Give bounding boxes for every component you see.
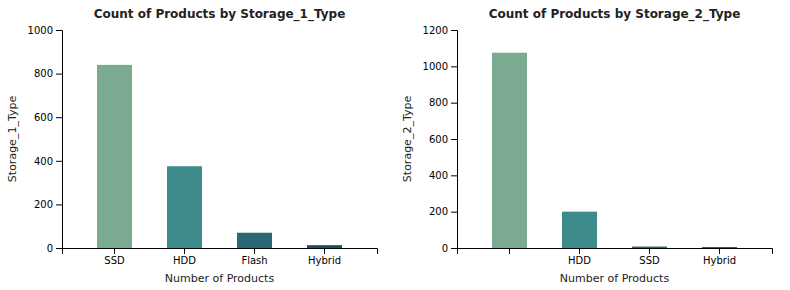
y-tick: 600 bbox=[429, 134, 457, 145]
y-tick-mark bbox=[56, 30, 62, 31]
bar bbox=[237, 233, 272, 248]
x-tick-mark bbox=[184, 248, 185, 254]
x-tick-mark bbox=[254, 248, 255, 254]
x-axis: HDD SSD Hybrid bbox=[458, 248, 773, 266]
panel: HDD SSD Hybrid 0 200 400 600 800 1000 1200 Count o… bbox=[401, 7, 773, 285]
y-tick: 1000 bbox=[28, 25, 62, 36]
x-tick-label: SSD bbox=[104, 255, 125, 266]
x-tick: SSD bbox=[639, 248, 660, 266]
y-tick-mark bbox=[56, 161, 62, 162]
figure: SSD HDD Flash Hybrid 0 200 400 600 800 1000 Count … bbox=[0, 0, 790, 290]
y-tick-mark bbox=[451, 175, 457, 176]
title: Count of Products by Storage_1_Type bbox=[94, 7, 346, 22]
x-axis: SSD HDD Flash Hybrid bbox=[63, 248, 378, 266]
x-tick-label: HDD bbox=[173, 255, 196, 266]
y-tick-mark bbox=[56, 117, 62, 118]
title: Count of Products by Storage_2_Type bbox=[489, 7, 741, 22]
x-tick-label: Hybrid bbox=[703, 255, 736, 266]
y-tick: 400 bbox=[429, 170, 457, 181]
y-tick: 200 bbox=[34, 199, 62, 210]
y-tick-label: 600 bbox=[34, 112, 53, 123]
x-tick: HDD bbox=[568, 248, 591, 266]
x-tick-label: SSD bbox=[639, 255, 660, 266]
y-tick: 1200 bbox=[423, 25, 457, 36]
y-axis-line bbox=[56, 31, 63, 249]
y-tick-mark bbox=[451, 30, 457, 31]
x-tick bbox=[509, 248, 510, 254]
x-tick: HDD bbox=[173, 248, 196, 266]
y-tick: 800 bbox=[429, 97, 457, 108]
y-tick: 600 bbox=[34, 112, 62, 123]
y-axis-title: Storage_1_Type bbox=[6, 96, 19, 183]
bar bbox=[702, 247, 737, 248]
x-tick: Hybrid bbox=[703, 248, 736, 266]
y-tick-label: 1000 bbox=[28, 25, 53, 36]
x-axis-line bbox=[458, 249, 773, 255]
x-tick-mark bbox=[509, 248, 510, 254]
x-tick-label: Flash bbox=[241, 255, 267, 266]
y-tick-label: 1000 bbox=[423, 61, 448, 72]
bars bbox=[492, 53, 737, 248]
y-axis: 0 200 400 600 800 1000 1200 bbox=[423, 25, 458, 254]
y-axis-title: Storage_2_Type bbox=[401, 96, 414, 183]
x-axis-line bbox=[63, 249, 378, 255]
bar bbox=[167, 166, 202, 248]
y-tick-label: 0 bbox=[442, 243, 448, 254]
x-axis-title: Number of Products bbox=[560, 272, 670, 285]
y-axis-line bbox=[451, 31, 458, 249]
y-tick-label: 1200 bbox=[423, 25, 448, 36]
x-tick-mark bbox=[649, 248, 650, 254]
y-tick-label: 200 bbox=[34, 199, 53, 210]
y-tick-label: 800 bbox=[429, 97, 448, 108]
y-tick-label: 0 bbox=[47, 243, 53, 254]
y-tick-mark bbox=[451, 212, 457, 213]
x-tick-label: HDD bbox=[568, 255, 591, 266]
x-tick: Hybrid bbox=[308, 248, 341, 266]
y-tick: 200 bbox=[429, 206, 457, 217]
x-tick: Flash bbox=[241, 248, 267, 266]
y-tick-mark bbox=[56, 204, 62, 205]
y-tick-mark bbox=[451, 248, 457, 249]
y-tick-mark bbox=[451, 139, 457, 140]
bar bbox=[562, 212, 597, 248]
y-tick-label: 800 bbox=[34, 68, 53, 79]
y-tick: 0 bbox=[47, 243, 62, 254]
bars bbox=[97, 65, 342, 248]
y-tick-mark bbox=[451, 66, 457, 67]
x-tick-mark bbox=[114, 248, 115, 254]
bar bbox=[632, 247, 667, 248]
x-tick-mark bbox=[719, 248, 720, 254]
y-tick-label: 400 bbox=[429, 170, 448, 181]
y-tick-mark bbox=[56, 248, 62, 249]
panel: SSD HDD Flash Hybrid 0 200 400 600 800 1000 Count … bbox=[6, 7, 378, 285]
y-axis: 0 200 400 600 800 1000 bbox=[28, 25, 63, 254]
y-tick-label: 400 bbox=[34, 156, 53, 167]
y-tick: 400 bbox=[34, 156, 62, 167]
x-tick-mark bbox=[324, 248, 325, 254]
x-axis-title: Number of Products bbox=[165, 272, 275, 285]
x-tick: SSD bbox=[104, 248, 125, 266]
y-tick-label: 600 bbox=[429, 134, 448, 145]
bar bbox=[307, 245, 342, 248]
bar bbox=[492, 53, 527, 248]
x-tick-label: Hybrid bbox=[308, 255, 341, 266]
y-tick-label: 200 bbox=[429, 206, 448, 217]
x-tick-mark bbox=[579, 248, 580, 254]
y-tick: 1000 bbox=[423, 61, 457, 72]
y-tick: 0 bbox=[442, 243, 457, 254]
bar bbox=[97, 65, 132, 248]
y-tick-mark bbox=[56, 74, 62, 75]
y-tick-mark bbox=[451, 103, 457, 104]
y-tick: 800 bbox=[34, 68, 62, 79]
